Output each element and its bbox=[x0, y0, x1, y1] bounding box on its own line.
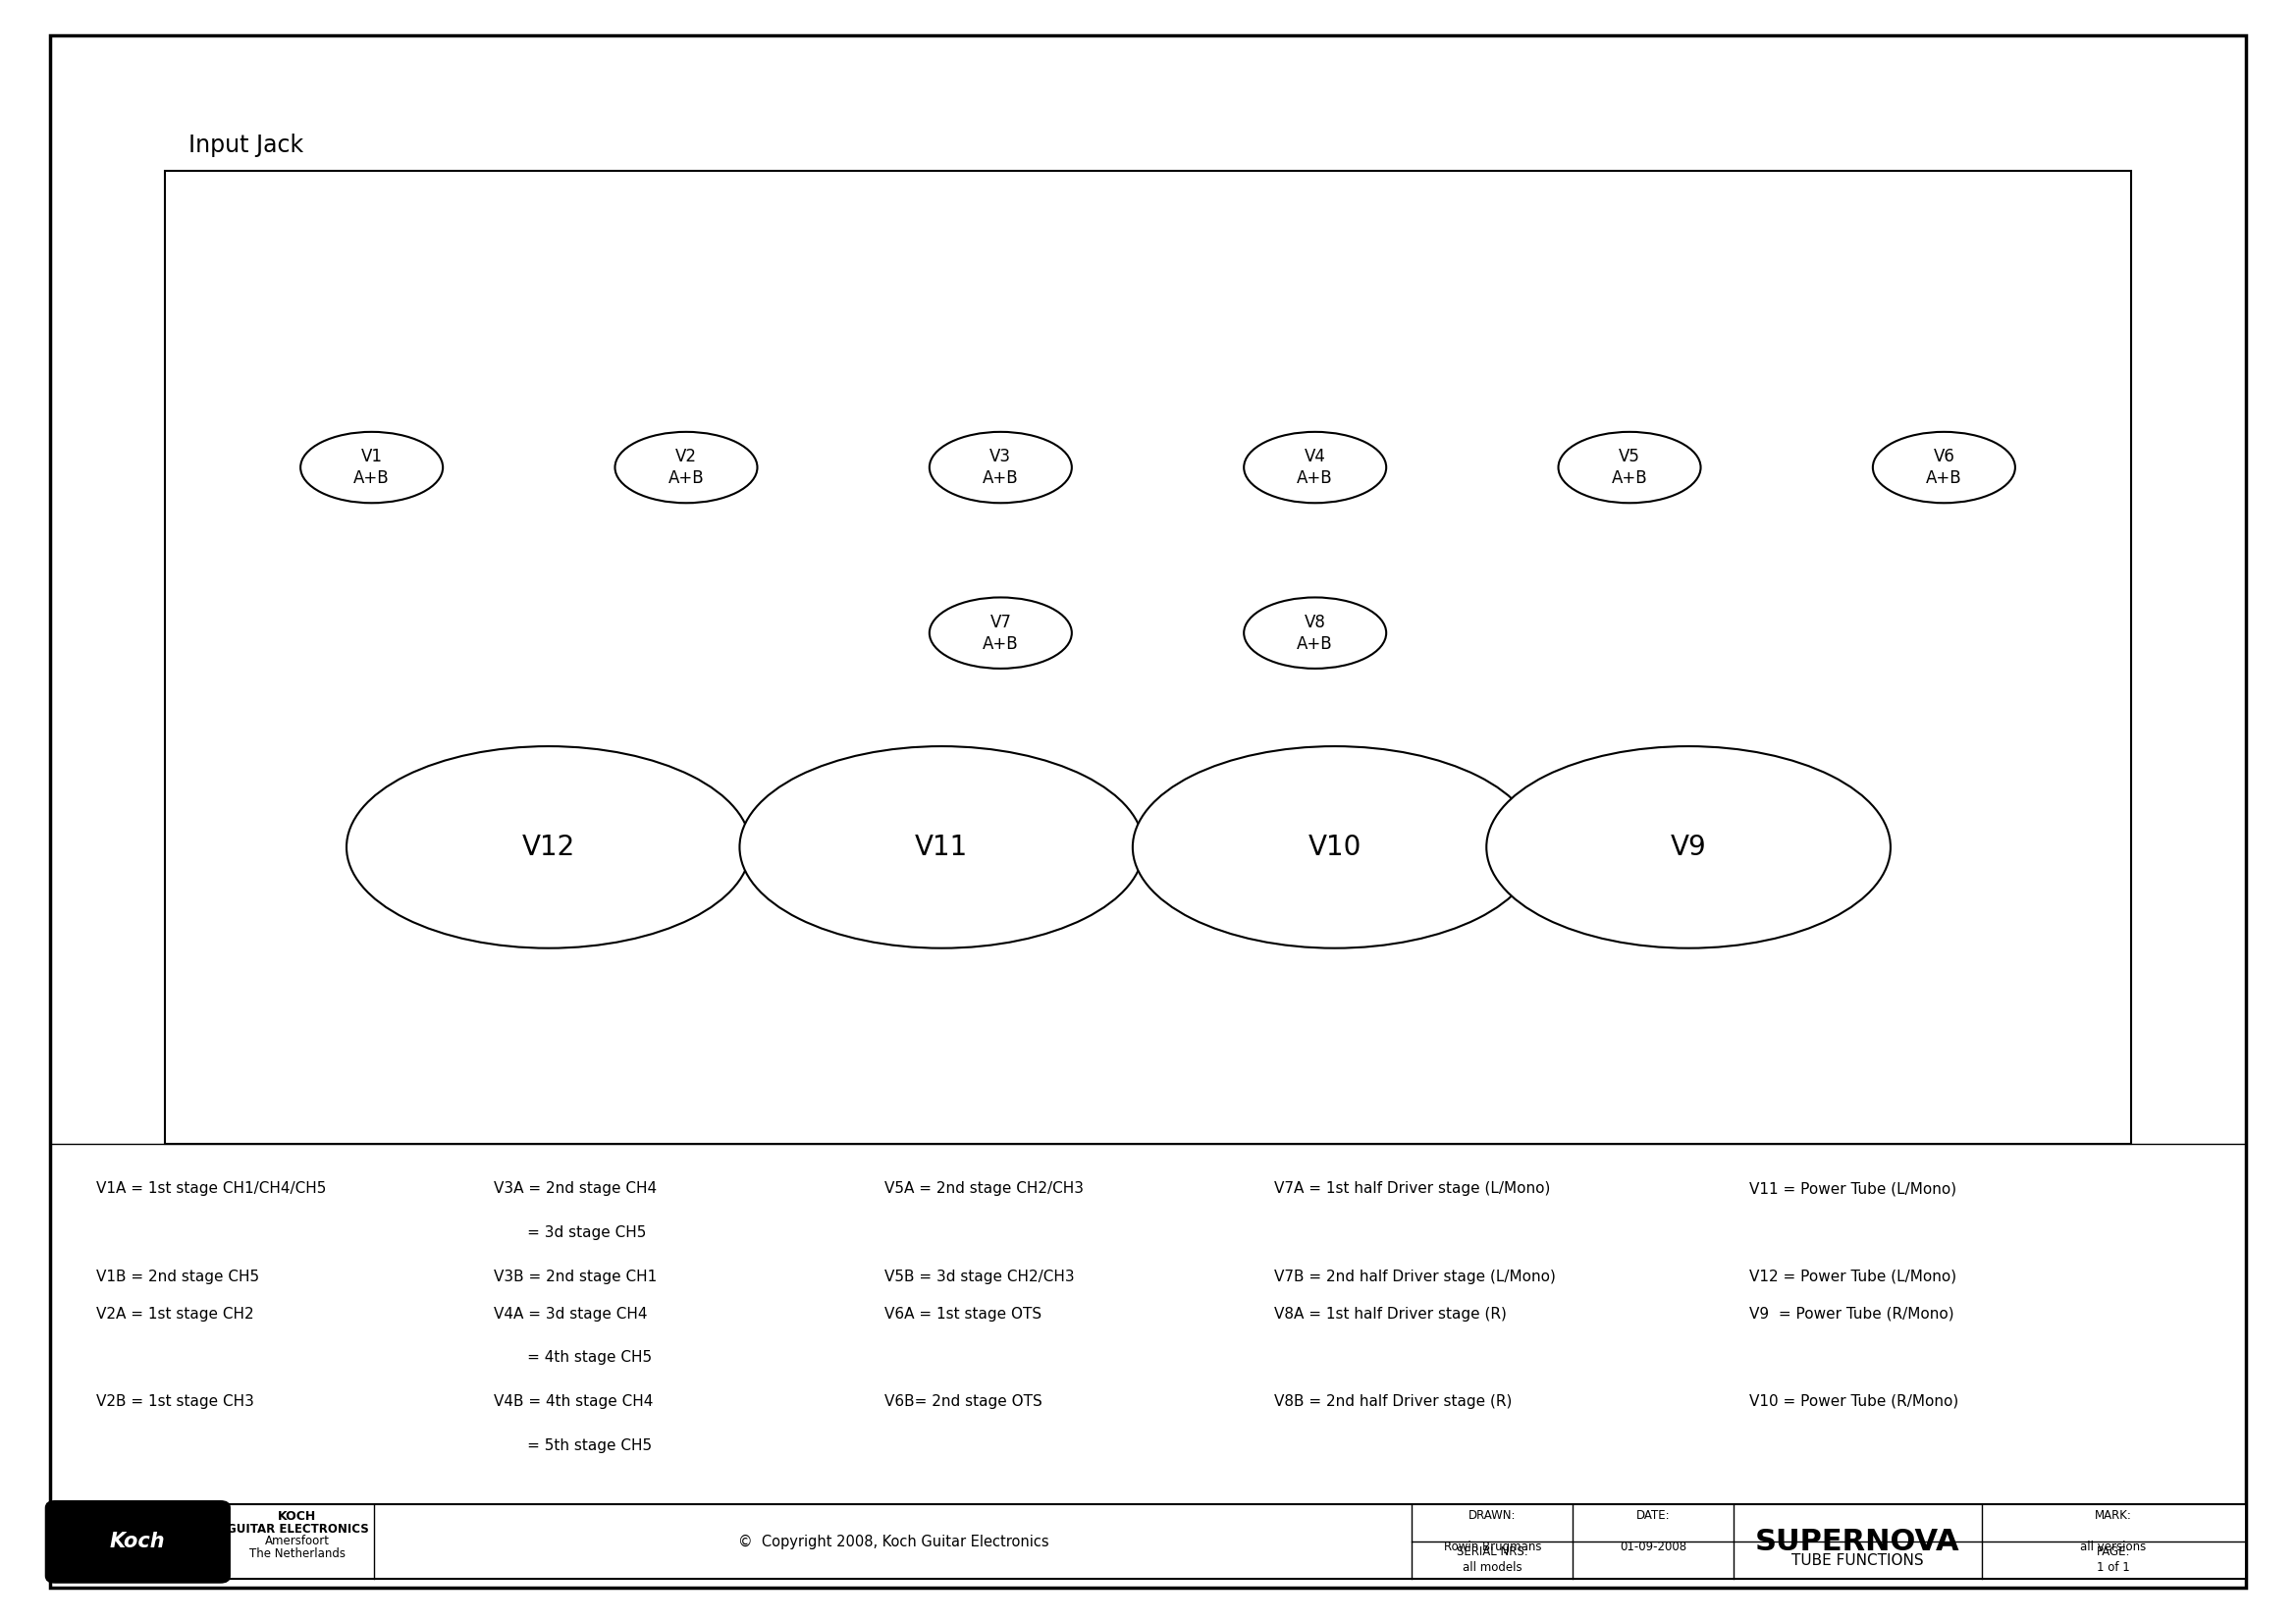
Ellipse shape bbox=[1132, 747, 1536, 948]
Text: V3
A+B: V3 A+B bbox=[983, 448, 1019, 487]
Text: V5
A+B: V5 A+B bbox=[1612, 448, 1649, 487]
FancyBboxPatch shape bbox=[51, 1505, 2245, 1579]
Ellipse shape bbox=[930, 597, 1072, 669]
Text: V8B = 2nd half Driver stage (R): V8B = 2nd half Driver stage (R) bbox=[1274, 1394, 1513, 1409]
Text: SERIAL NRS:: SERIAL NRS: bbox=[1456, 1545, 1529, 1558]
Text: V9  = Power Tube (R/Mono): V9 = Power Tube (R/Mono) bbox=[1750, 1307, 1954, 1321]
Text: all models: all models bbox=[1463, 1561, 1522, 1574]
Ellipse shape bbox=[930, 432, 1072, 503]
FancyBboxPatch shape bbox=[51, 36, 2245, 1587]
Text: Rowin Brugmans: Rowin Brugmans bbox=[1444, 1540, 1541, 1553]
Text: V6B= 2nd stage OTS: V6B= 2nd stage OTS bbox=[884, 1394, 1042, 1409]
Text: V1
A+B: V1 A+B bbox=[354, 448, 390, 487]
Text: V3A = 2nd stage CH4: V3A = 2nd stage CH4 bbox=[494, 1182, 657, 1196]
Text: 01-09-2008: 01-09-2008 bbox=[1619, 1540, 1688, 1553]
Ellipse shape bbox=[615, 432, 758, 503]
Text: TUBE FUNCTIONS: TUBE FUNCTIONS bbox=[1791, 1553, 1924, 1568]
Text: KOCH: KOCH bbox=[278, 1511, 317, 1524]
Ellipse shape bbox=[1486, 747, 1890, 948]
Text: V11: V11 bbox=[916, 834, 969, 860]
Text: V11 = Power Tube (L/Mono): V11 = Power Tube (L/Mono) bbox=[1750, 1182, 1956, 1196]
Text: = 3d stage CH5: = 3d stage CH5 bbox=[494, 1225, 645, 1240]
Text: GUITAR ELECTRONICS: GUITAR ELECTRONICS bbox=[227, 1522, 367, 1535]
Text: V10 = Power Tube (R/Mono): V10 = Power Tube (R/Mono) bbox=[1750, 1394, 1958, 1409]
Text: V8
A+B: V8 A+B bbox=[1297, 613, 1334, 652]
Text: V4B = 4th stage CH4: V4B = 4th stage CH4 bbox=[494, 1394, 652, 1409]
Text: V3B = 2nd stage CH1: V3B = 2nd stage CH1 bbox=[494, 1269, 657, 1284]
Text: V5A = 2nd stage CH2/CH3: V5A = 2nd stage CH2/CH3 bbox=[884, 1182, 1084, 1196]
Text: V2A = 1st stage CH2: V2A = 1st stage CH2 bbox=[96, 1307, 255, 1321]
Text: V10: V10 bbox=[1309, 834, 1362, 860]
Text: all versions: all versions bbox=[2080, 1540, 2147, 1553]
Text: V5B = 3d stage CH2/CH3: V5B = 3d stage CH2/CH3 bbox=[884, 1269, 1075, 1284]
Text: V7A = 1st half Driver stage (L/Mono): V7A = 1st half Driver stage (L/Mono) bbox=[1274, 1182, 1550, 1196]
Text: = 4th stage CH5: = 4th stage CH5 bbox=[494, 1350, 652, 1365]
Text: V4A = 3d stage CH4: V4A = 3d stage CH4 bbox=[494, 1307, 647, 1321]
Ellipse shape bbox=[1244, 597, 1387, 669]
Text: V8A = 1st half Driver stage (R): V8A = 1st half Driver stage (R) bbox=[1274, 1307, 1506, 1321]
Text: = 5th stage CH5: = 5th stage CH5 bbox=[494, 1438, 652, 1453]
Ellipse shape bbox=[1244, 432, 1387, 503]
Text: The Netherlands: The Netherlands bbox=[250, 1547, 344, 1560]
Text: V1A = 1st stage CH1/CH4/CH5: V1A = 1st stage CH1/CH4/CH5 bbox=[96, 1182, 326, 1196]
Text: Input Jack: Input Jack bbox=[188, 133, 303, 157]
Text: V6A = 1st stage OTS: V6A = 1st stage OTS bbox=[884, 1307, 1040, 1321]
Text: V1B = 2nd stage CH5: V1B = 2nd stage CH5 bbox=[96, 1269, 259, 1284]
Text: V12 = Power Tube (L/Mono): V12 = Power Tube (L/Mono) bbox=[1750, 1269, 1956, 1284]
Text: ©  Copyright 2008, Koch Guitar Electronics: © Copyright 2008, Koch Guitar Electronic… bbox=[737, 1534, 1049, 1550]
Text: Koch: Koch bbox=[110, 1532, 165, 1552]
Text: V2
A+B: V2 A+B bbox=[668, 448, 705, 487]
Text: V7
A+B: V7 A+B bbox=[983, 613, 1019, 652]
Text: V2B = 1st stage CH3: V2B = 1st stage CH3 bbox=[96, 1394, 255, 1409]
Ellipse shape bbox=[1559, 432, 1701, 503]
Ellipse shape bbox=[301, 432, 443, 503]
Text: MARK:: MARK: bbox=[2094, 1509, 2133, 1522]
Text: Amersfoort: Amersfoort bbox=[264, 1535, 331, 1548]
Text: V12: V12 bbox=[521, 834, 576, 860]
Text: V9: V9 bbox=[1671, 834, 1706, 860]
Text: V4
A+B: V4 A+B bbox=[1297, 448, 1334, 487]
Text: V7B = 2nd half Driver stage (L/Mono): V7B = 2nd half Driver stage (L/Mono) bbox=[1274, 1269, 1557, 1284]
Ellipse shape bbox=[347, 747, 751, 948]
Text: SUPERNOVA: SUPERNOVA bbox=[1754, 1527, 1961, 1556]
FancyBboxPatch shape bbox=[165, 170, 2131, 1144]
Ellipse shape bbox=[739, 747, 1143, 948]
FancyBboxPatch shape bbox=[46, 1501, 230, 1582]
Ellipse shape bbox=[1874, 432, 2016, 503]
Text: PAGE:: PAGE: bbox=[2096, 1545, 2131, 1558]
Text: DRAWN:: DRAWN: bbox=[1469, 1509, 1515, 1522]
Text: DATE:: DATE: bbox=[1637, 1509, 1669, 1522]
Text: V6
A+B: V6 A+B bbox=[1926, 448, 1963, 487]
Text: 1 of 1: 1 of 1 bbox=[2096, 1561, 2131, 1574]
